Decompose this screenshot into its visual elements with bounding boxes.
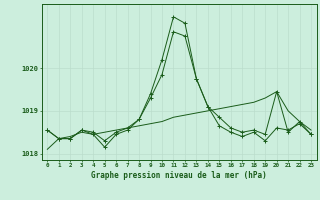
X-axis label: Graphe pression niveau de la mer (hPa): Graphe pression niveau de la mer (hPa) bbox=[91, 171, 267, 180]
